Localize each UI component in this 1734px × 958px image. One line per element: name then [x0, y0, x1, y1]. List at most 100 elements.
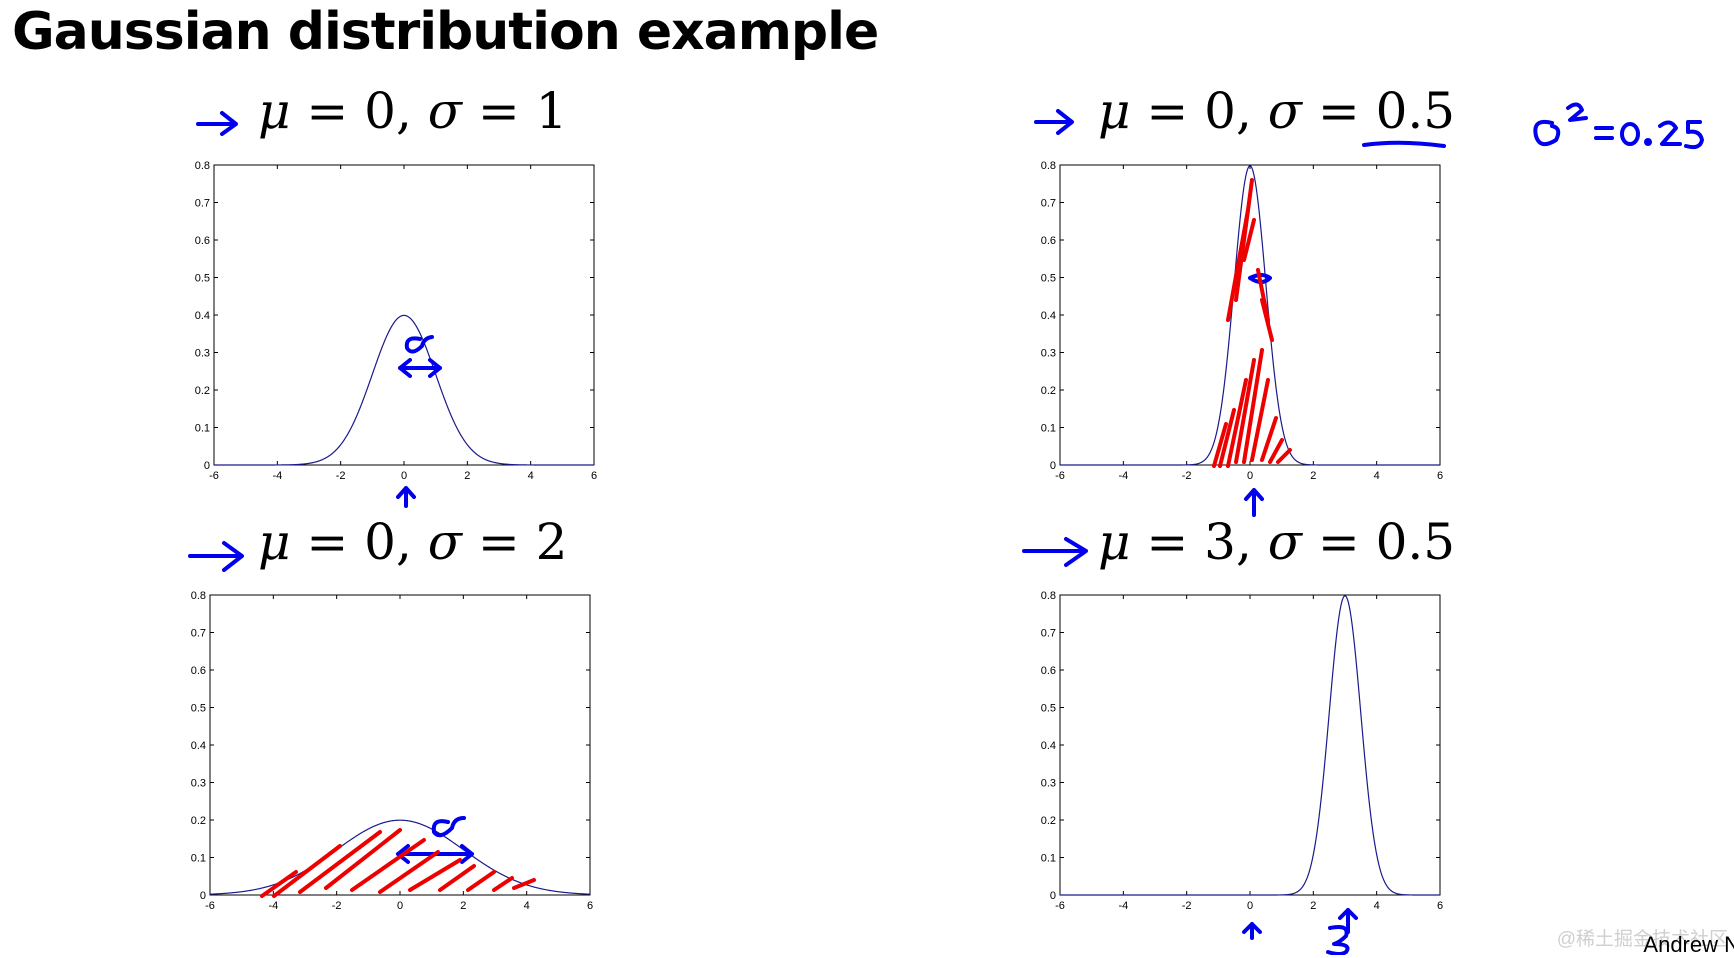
mu-symbol: μ	[1098, 513, 1131, 571]
formula-panel-3: μ = 0, σ = 2	[258, 513, 567, 571]
x-tick-label: -2	[332, 900, 342, 912]
x-tick-label: 0	[397, 900, 403, 912]
y-tick-label: 0.8	[191, 590, 206, 602]
y-tick-label: 0.6	[1041, 665, 1056, 677]
x-tick-label: -2	[1182, 470, 1192, 482]
y-tick-label: 0.7	[1041, 198, 1056, 210]
x-tick-label: -2	[336, 470, 346, 482]
x-tick-label: -4	[1118, 900, 1128, 912]
gaussian-curve	[214, 314, 594, 466]
y-tick-label: 0.1	[195, 423, 210, 435]
author-footer: Andrew N	[1643, 932, 1734, 957]
plot-frame	[1059, 164, 1441, 466]
y-tick-label: 0.4	[195, 310, 210, 322]
x-tick-label: 6	[1437, 900, 1443, 912]
y-tick-label: 0.3	[1041, 348, 1056, 360]
x-tick-label: -2	[1182, 900, 1192, 912]
y-tick-label: 0.1	[1041, 423, 1056, 435]
y-tick-label: 0.2	[1041, 385, 1056, 397]
plot-frame	[209, 594, 591, 896]
y-tick-label: 0.8	[1041, 590, 1056, 602]
y-tick-label: 0.8	[195, 160, 210, 172]
y-tick-label: 0	[200, 890, 206, 902]
y-tick-label: 0.4	[1041, 310, 1056, 322]
x-tick-label: 2	[460, 900, 466, 912]
y-tick-label: 0.4	[1041, 740, 1056, 752]
x-tick-label: -4	[268, 900, 278, 912]
sigma-value: = 0.5	[1301, 82, 1456, 140]
y-tick-label: 0	[1050, 460, 1056, 472]
x-tick-label: 2	[464, 470, 470, 482]
gaussian-curve	[1060, 595, 1440, 896]
sigma-value: = 2	[461, 513, 568, 571]
x-tick-label: -4	[272, 470, 282, 482]
y-tick-label: 0.1	[1041, 853, 1056, 865]
slide-title: Gaussian distribution example	[12, 2, 879, 62]
mu-value: = 3,	[1130, 513, 1268, 571]
mu-symbol: μ	[1098, 82, 1131, 140]
formula-panel-1: μ = 0, σ = 1	[258, 82, 567, 140]
x-tick-label: -6	[1055, 900, 1065, 912]
x-tick-label: 4	[1374, 900, 1380, 912]
x-tick-label: 6	[1437, 470, 1443, 482]
x-tick-label: 2	[1310, 900, 1316, 912]
x-tick-label: -6	[205, 900, 215, 912]
y-tick-label: 0.2	[1041, 815, 1056, 827]
sigma-symbol: σ	[1267, 513, 1302, 571]
y-tick-label: 0.6	[1041, 235, 1056, 247]
x-tick-label: 6	[591, 470, 597, 482]
gaussian-plot-mu0-sigma2: -6 -4 -2 0 2 4 6 0 0.1 0.2 0.3 0.4 0.5 0.6 0.7 0.8	[191, 590, 593, 912]
mu-symbol: μ	[258, 82, 291, 140]
y-tick-label: 0.2	[195, 385, 210, 397]
y-tick-label: 0.7	[195, 198, 210, 210]
gaussian-curve	[1060, 165, 1440, 466]
arrow-icon	[196, 111, 238, 136]
y-tick-label: 0.8	[1041, 160, 1056, 172]
x-tick-label: 0	[1247, 470, 1253, 482]
watermark: @稀土掘金技术社区	[1556, 929, 1728, 950]
y-tick-label: 0	[1050, 890, 1056, 902]
y-tick-label: 0.3	[195, 348, 210, 360]
gaussian-plot-mu3-sigma0.5: -6 -4 -2 0 2 4 6 0 0.1 0.2 0.3 0.4 0.5 0.6 0.7 0.8	[1041, 590, 1443, 912]
arrow-icon	[1034, 109, 1074, 135]
arrow-icon	[1022, 537, 1088, 567]
mu-symbol: μ	[258, 513, 291, 571]
x-tick-label: 0	[1247, 900, 1253, 912]
sigma-value: = 1	[461, 82, 568, 140]
x-tick-label: 4	[524, 900, 530, 912]
y-tick-label: 0.6	[191, 665, 206, 677]
y-tick-label: 0.3	[1041, 778, 1056, 790]
gaussian-plot-mu0-sigma1: -6 -4 -2 0 2 4 6 0 0.1 0.2 0.3 0.4 0.5 0.6 0.7 0.8	[195, 160, 597, 482]
y-tick-label: 0.6	[195, 235, 210, 247]
y-tick-label: 0.5	[191, 703, 206, 715]
x-tick-label: -6	[209, 470, 219, 482]
x-tick-label: 6	[587, 900, 593, 912]
y-tick-label: 0.3	[191, 778, 206, 790]
sigma-symbol: σ	[427, 82, 462, 140]
formula-panel-2: μ = 0, σ = 0.5	[1098, 82, 1455, 140]
y-tick-label: 0.7	[1041, 628, 1056, 640]
formula-panel-4: μ = 3, σ = 0.5	[1098, 513, 1455, 571]
plot-frame	[1059, 594, 1441, 896]
y-tick-label: 0	[204, 460, 210, 472]
sigma-value: = 0.5	[1301, 513, 1456, 571]
y-tick-label: 0.5	[1041, 703, 1056, 715]
y-tick-label: 0.1	[191, 853, 206, 865]
sigma-symbol: σ	[427, 513, 462, 571]
x-tick-label: -6	[1055, 470, 1065, 482]
mu-value: = 0,	[290, 513, 428, 571]
gaussian-plot-mu0-sigma0.5: -6 -4 -2 0 2 4 6 0 0.1 0.2 0.3 0.4 0.5 0.6 0.7 0.8	[1041, 160, 1443, 482]
x-tick-label: 0	[401, 470, 407, 482]
x-tick-label: 2	[1310, 470, 1316, 482]
y-tick-label: 0.7	[191, 628, 206, 640]
y-tick-label: 0.4	[191, 740, 206, 752]
y-tick-label: 0.5	[195, 273, 210, 285]
arrow-icon	[188, 541, 244, 572]
sigma-symbol: σ	[1267, 82, 1302, 140]
x-tick-label: 4	[528, 470, 534, 482]
x-tick-label: -4	[1118, 470, 1128, 482]
mu-value: = 0,	[1130, 82, 1268, 140]
x-tick-label: 4	[1374, 470, 1380, 482]
y-tick-label: 0.5	[1041, 273, 1056, 285]
y-tick-label: 0.2	[191, 815, 206, 827]
